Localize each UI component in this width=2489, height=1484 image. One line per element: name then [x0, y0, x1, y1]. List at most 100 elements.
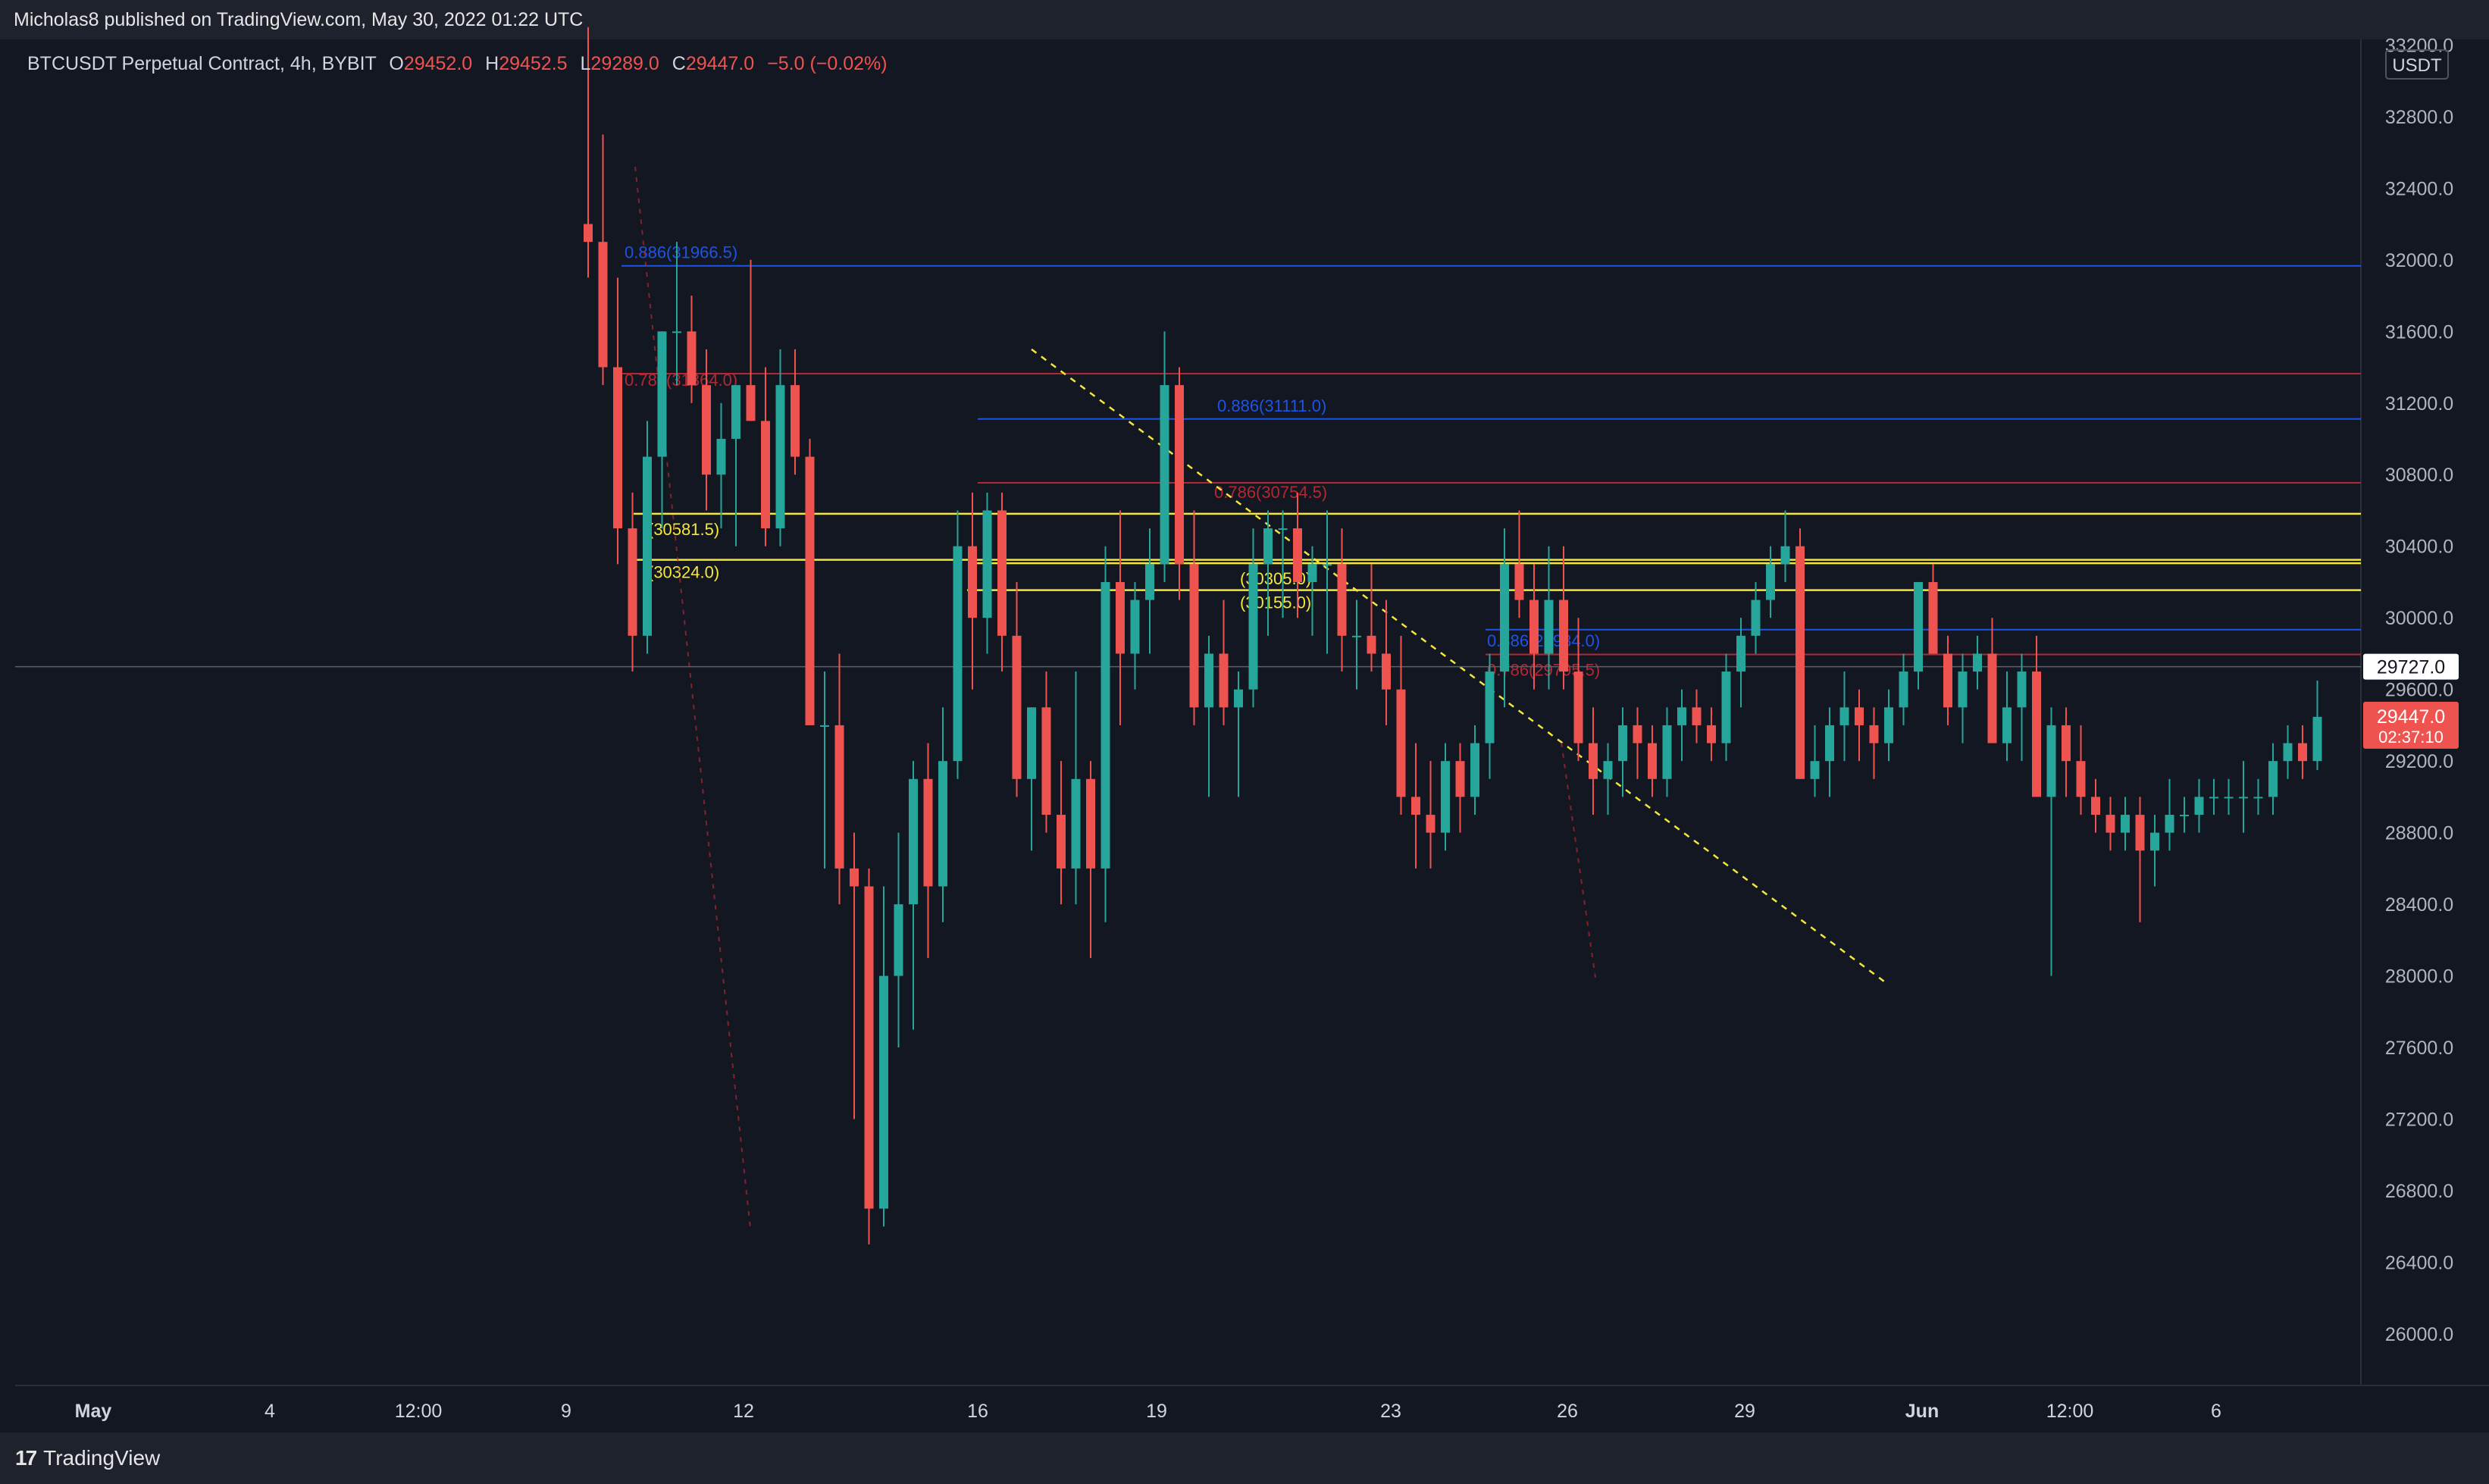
- candle-body: [1204, 653, 1213, 708]
- candle-body: [1662, 725, 1672, 779]
- candle-body: [1500, 564, 1509, 672]
- candle-body: [1514, 564, 1524, 600]
- candle-body: [2091, 797, 2100, 816]
- level-label: 0.786(31364.0): [625, 371, 737, 390]
- candle-body: [1721, 672, 1731, 744]
- candle-body: [2017, 672, 2027, 708]
- candle-body: [1633, 725, 1642, 744]
- candle-body: [775, 385, 785, 529]
- low-label: L: [580, 53, 591, 74]
- candle-body: [672, 331, 681, 333]
- candle-body: [997, 510, 1007, 636]
- footer-bar: 17 TradingView: [0, 1432, 2489, 1484]
- candle-body: [1323, 564, 1332, 566]
- y-tick-label: 27200.0: [2385, 1110, 2453, 1131]
- candle-body: [1441, 761, 1450, 833]
- candle-body: [2032, 672, 2041, 797]
- candle-body: [2239, 797, 2248, 799]
- candle-body: [1278, 528, 1288, 531]
- candlestick-chart[interactable]: 33200.0 32800.0 32400.0 32000.0 31600.0 31200…: [0, 0, 2489, 1432]
- candle-body: [864, 886, 874, 1209]
- candle-body: [1145, 564, 1154, 600]
- candle-body: [968, 546, 977, 618]
- y-tick-label: 30000.0: [2385, 608, 2453, 629]
- candle-body: [1884, 707, 1893, 744]
- candle-body: [982, 510, 992, 618]
- candle-body: [1057, 815, 1066, 869]
- candle-body: [598, 242, 608, 368]
- candle-body: [923, 778, 933, 887]
- candle-body: [1160, 385, 1169, 565]
- y-tick-label: 28400.0: [2385, 894, 2453, 916]
- candle-body: [2135, 815, 2145, 851]
- candle-body: [2150, 832, 2159, 851]
- candle-body: [1914, 581, 1923, 672]
- trendline: [1031, 348, 1889, 986]
- x-tick-label: 12:00: [395, 1401, 443, 1422]
- candle-body: [1071, 778, 1081, 869]
- candle-body: [1396, 689, 1406, 797]
- candle-body: [643, 456, 652, 636]
- candle-body: [1426, 815, 1435, 833]
- candle-body: [1544, 600, 1554, 654]
- candle-body: [2105, 815, 2115, 833]
- candle-body: [1707, 725, 1716, 744]
- candle-body: [1973, 653, 1982, 672]
- candle-body: [820, 725, 829, 727]
- candle-body: [2209, 797, 2218, 799]
- candle-body: [850, 868, 859, 887]
- x-tick-label: 12: [733, 1401, 754, 1422]
- symbol-label: BTCUSDT Perpetual Contract, 4h, BYBIT: [27, 53, 377, 74]
- candle-body: [2224, 797, 2234, 799]
- candle-body: [1987, 653, 1997, 744]
- x-tick-label: 16: [967, 1401, 988, 1422]
- y-tick-label: 28800.0: [2385, 823, 2453, 844]
- candle-body: [1175, 385, 1184, 565]
- candle-body: [1130, 600, 1140, 654]
- candle-body: [1189, 564, 1199, 708]
- candle-body: [879, 975, 888, 1209]
- candle-body: [2046, 725, 2056, 797]
- x-tick-label: 29: [1734, 1401, 1755, 1422]
- price-tag-white-label: 29727.0: [2377, 657, 2445, 678]
- symbol-legend: BTCUSDT Perpetual Contract, 4h, BYBIT O2…: [27, 53, 888, 75]
- tradingview-brand[interactable]: 17 TradingView: [15, 1442, 160, 1475]
- candle-body: [1248, 564, 1258, 690]
- candle-body: [1618, 725, 1627, 762]
- fib-projection-line: [634, 166, 751, 1229]
- candle-body: [938, 761, 947, 887]
- candle-body: [1116, 581, 1125, 654]
- low-value: 29289.0: [590, 53, 659, 74]
- y-tick-label: 29600.0: [2385, 680, 2453, 701]
- candle-body: [791, 385, 800, 457]
- candle-body: [2165, 815, 2174, 833]
- candle-body: [1234, 689, 1243, 708]
- y-tick-label: 31600.0: [2385, 321, 2453, 343]
- candle-body: [894, 904, 903, 976]
- price-tag-white: [2363, 653, 2459, 680]
- candle-body: [1766, 564, 1775, 600]
- y-tick-label: 30800.0: [2385, 465, 2453, 486]
- candle-body: [2062, 725, 2071, 762]
- x-tick-label: May: [75, 1401, 112, 1422]
- currency-label: USDT: [2392, 55, 2442, 76]
- close-label: C: [672, 53, 686, 74]
- candle-body: [1307, 564, 1317, 582]
- candle-body: [1382, 653, 1391, 690]
- y-tick-label: 26400.0: [2385, 1253, 2453, 1274]
- plot-area: [15, 39, 2361, 1385]
- candle-body: [1573, 672, 1583, 744]
- level-label: (30581.5): [648, 520, 719, 539]
- tradingview-logo-icon: 17: [15, 1446, 37, 1470]
- change-value: −5.0 (−0.02%): [767, 53, 888, 74]
- brand-label: TradingView: [43, 1446, 161, 1470]
- candle-body: [2194, 797, 2204, 816]
- candle-body: [1796, 546, 1805, 779]
- x-tick-label: 6: [2211, 1401, 2221, 1422]
- candle-body: [2298, 743, 2307, 762]
- candle-body: [1263, 528, 1273, 565]
- candle-body: [1943, 653, 1952, 708]
- candle-body: [1899, 672, 1908, 708]
- y-tick-label: 32000.0: [2385, 250, 2453, 271]
- candle-body: [1559, 600, 1568, 672]
